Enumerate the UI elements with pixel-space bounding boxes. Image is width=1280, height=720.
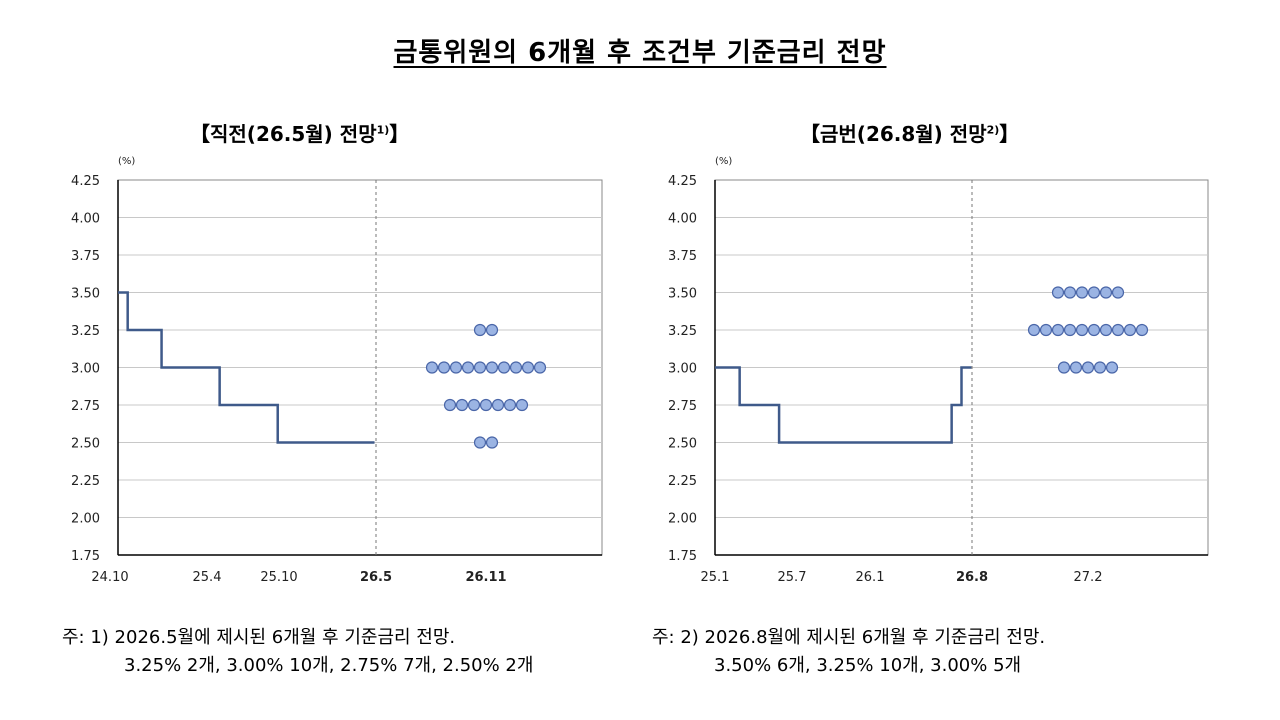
forecast-dot bbox=[533, 361, 547, 374]
forecast-dot bbox=[1111, 286, 1125, 299]
forecast-dot bbox=[461, 361, 475, 374]
y-tick-label: 3.50 bbox=[668, 287, 697, 302]
left-note-line1: 주: 1) 2026.5월에 제시된 6개월 후 기준금리 전망. bbox=[62, 627, 456, 648]
y-tick-label: 2.75 bbox=[71, 399, 100, 414]
y-tick-label: 4.25 bbox=[668, 174, 697, 189]
y-unit-label: (%) bbox=[118, 156, 135, 167]
y-tick-label: 2.75 bbox=[668, 399, 697, 414]
y-tick-label: 3.00 bbox=[71, 362, 100, 377]
forecast-dot bbox=[437, 361, 451, 374]
x-tick-label: 25.10 bbox=[260, 570, 297, 585]
forecast-dot bbox=[1099, 286, 1113, 299]
y-tick-label: 3.25 bbox=[71, 324, 100, 339]
x-tick-label: 25.7 bbox=[778, 570, 807, 585]
forecast-dot bbox=[1075, 286, 1089, 299]
forecast-dot bbox=[1057, 361, 1071, 374]
x-tick-label: 26.8 bbox=[956, 570, 988, 585]
forecast-dot bbox=[1063, 286, 1077, 299]
forecast-dot bbox=[1051, 323, 1065, 337]
x-tick-label: 25.4 bbox=[193, 570, 222, 585]
x-tick-label: 26.5 bbox=[360, 570, 392, 585]
forecast-dot bbox=[473, 361, 487, 374]
y-tick-label: 1.75 bbox=[71, 549, 100, 564]
y-tick-label: 2.50 bbox=[71, 437, 100, 452]
x-tick-label: 25.1 bbox=[701, 570, 730, 585]
x-tick-label: 26.11 bbox=[465, 570, 506, 585]
forecast-dot bbox=[1027, 323, 1041, 337]
forecast-dot bbox=[455, 398, 469, 412]
right-chart-note: 주: 2) 2026.8월에 제시된 6개월 후 기준금리 전망. 3.50% … bbox=[652, 624, 1045, 680]
left-chart: 4.25 4.00 3.75 3.50 3.25 3.00 2.75 2.50 2.25 2.00… bbox=[71, 156, 603, 585]
left-chart-title-footnote: 1) bbox=[376, 123, 390, 137]
y-tick-label: 2.00 bbox=[668, 512, 697, 527]
forecast-dot bbox=[1123, 323, 1137, 337]
y-tick-label: 2.00 bbox=[71, 512, 100, 527]
forecast-dot bbox=[1093, 361, 1107, 374]
x-tick-label: 26.1 bbox=[856, 570, 885, 585]
forecast-dot bbox=[425, 361, 439, 374]
forecast-dot bbox=[1135, 323, 1149, 337]
forecast-dot bbox=[485, 361, 499, 374]
forecast-dot bbox=[509, 361, 523, 374]
y-tick-label: 3.75 bbox=[71, 249, 100, 264]
y-tick-label: 4.25 bbox=[71, 174, 100, 189]
forecast-dot bbox=[521, 361, 535, 374]
y-tick-label: 3.25 bbox=[668, 324, 697, 339]
page-title-text: 금통위원의 6개월 후 조건부 기준금리 전망 bbox=[393, 38, 887, 68]
y-tick-label: 3.50 bbox=[71, 287, 100, 302]
forecast-dot bbox=[1075, 323, 1089, 337]
y-tick-label: 3.75 bbox=[668, 249, 697, 264]
y-tick-label: 2.25 bbox=[71, 474, 100, 489]
policy-rate-step-line bbox=[715, 366, 972, 444]
x-tick-label: 27.2 bbox=[1074, 570, 1103, 585]
forecast-dot bbox=[1081, 361, 1095, 374]
y-tick-label: 4.00 bbox=[668, 212, 697, 227]
left-chart-title-close: 】 bbox=[389, 122, 410, 146]
left-chart-title: 【직전(26.5월) 전망1)】 bbox=[190, 118, 409, 147]
forecast-dot bbox=[1069, 361, 1083, 374]
right-chart-title-close: 】 bbox=[999, 122, 1020, 146]
forecast-dot bbox=[491, 398, 505, 412]
forecast-dot bbox=[473, 436, 487, 449]
forecast-dot bbox=[1087, 286, 1101, 299]
forecast-dot bbox=[497, 361, 511, 374]
y-tick-label: 2.50 bbox=[668, 437, 697, 452]
forecast-dot bbox=[443, 398, 457, 412]
left-chart-note: 주: 1) 2026.5월에 제시된 6개월 후 기준금리 전망. 3.25% … bbox=[62, 624, 533, 680]
right-note-line2: 3.50% 6개, 3.25% 10개, 3.00% 5개 bbox=[714, 655, 1022, 676]
right-chart-title-footnote: 2) bbox=[986, 123, 1000, 137]
forecast-dot bbox=[503, 398, 517, 412]
forecast-dot bbox=[1039, 323, 1053, 337]
forecast-dot bbox=[515, 398, 529, 412]
left-note-line2: 3.25% 2개, 3.00% 10개, 2.75% 7개, 2.50% 2개 bbox=[124, 655, 534, 676]
forecast-dot bbox=[485, 323, 499, 337]
y-tick-label: 2.25 bbox=[668, 474, 697, 489]
x-tick-label: 24.10 bbox=[91, 570, 128, 585]
forecast-dot bbox=[1111, 323, 1125, 337]
page-title: 금통위원의 6개월 후 조건부 기준금리 전망 bbox=[0, 32, 1280, 69]
right-chart: 4.25 4.00 3.75 3.50 3.25 3.00 2.75 2.50 2.25 2.00… bbox=[668, 156, 1209, 585]
y-tick-label: 1.75 bbox=[668, 549, 697, 564]
forecast-dot bbox=[1087, 323, 1101, 337]
y-unit-label: (%) bbox=[715, 156, 732, 167]
forecast-dot bbox=[473, 323, 487, 337]
forecast-dot bbox=[1099, 323, 1113, 337]
y-tick-label: 3.00 bbox=[668, 362, 697, 377]
forecast-dot bbox=[1051, 286, 1065, 299]
forecast-dot bbox=[1063, 323, 1077, 337]
forecast-dot bbox=[449, 361, 463, 374]
left-chart-title-text: 【직전(26.5월) 전망 bbox=[190, 122, 377, 146]
right-chart-title: 【금번(26.8월) 전망2)】 bbox=[800, 118, 1019, 147]
y-tick-label: 4.00 bbox=[71, 212, 100, 227]
forecast-dot bbox=[467, 398, 481, 412]
forecast-dot bbox=[479, 398, 493, 412]
forecast-dot bbox=[1105, 361, 1119, 374]
forecast-dot bbox=[485, 436, 499, 449]
right-chart-title-text: 【금번(26.8월) 전망 bbox=[800, 122, 987, 146]
policy-rate-step-line bbox=[118, 291, 375, 444]
right-note-line1: 주: 2) 2026.8월에 제시된 6개월 후 기준금리 전망. bbox=[652, 627, 1046, 648]
